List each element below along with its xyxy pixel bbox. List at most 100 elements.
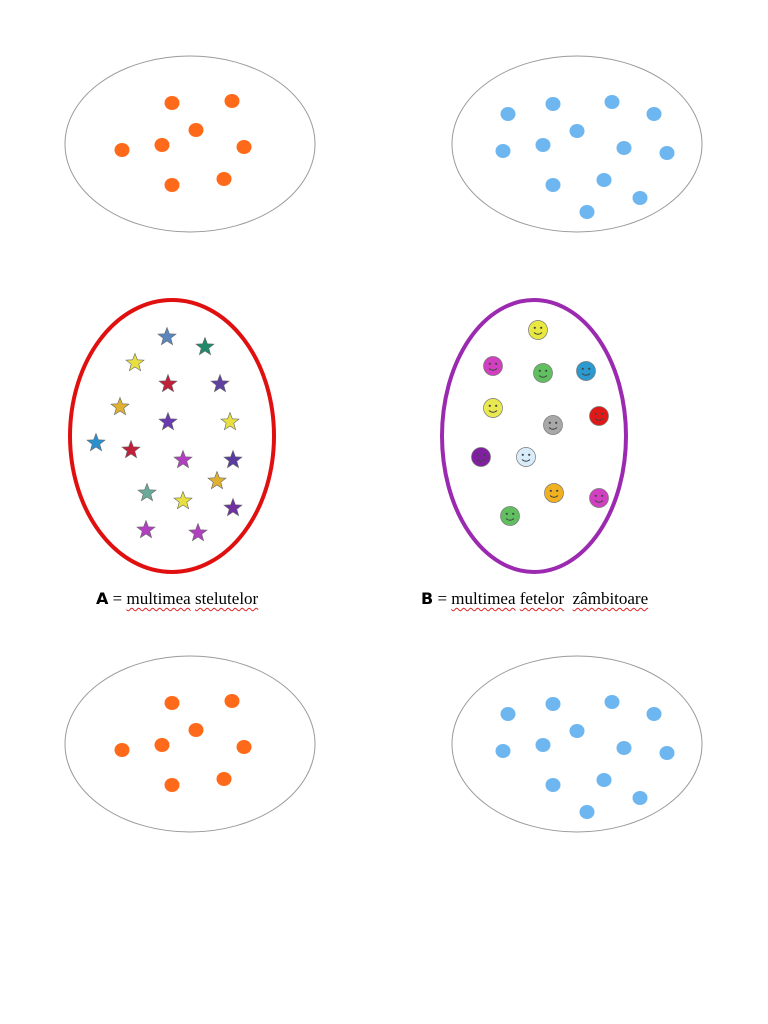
dot	[545, 178, 561, 192]
dot	[659, 746, 675, 760]
star-icon	[110, 396, 130, 416]
dot	[188, 723, 204, 737]
dot	[500, 707, 516, 721]
caption-b-word-2: fetelor	[519, 589, 565, 608]
star-icon	[173, 449, 193, 469]
smiley-face-icon	[589, 406, 609, 426]
dot	[596, 773, 612, 787]
dot	[535, 138, 551, 152]
smiley-face-icon	[528, 320, 548, 340]
equals-sign: =	[433, 589, 452, 608]
set-outline	[451, 55, 703, 233]
set-outline	[451, 655, 703, 833]
dot	[114, 743, 130, 757]
dot	[545, 697, 561, 711]
dot	[616, 741, 632, 755]
star-icon	[223, 497, 243, 517]
orange-dots	[114, 94, 252, 192]
star-icon	[121, 439, 141, 459]
smiley-faces	[471, 320, 609, 526]
dot	[535, 738, 551, 752]
caption-set-a: A = multimea stelutelor	[96, 589, 258, 609]
dot	[659, 146, 675, 160]
smiley-face-icon	[589, 488, 609, 508]
dot	[154, 738, 170, 752]
star-icon	[188, 522, 208, 542]
caption-b-word-1: multimea	[451, 589, 516, 608]
set-b-outline	[440, 298, 628, 574]
star-icon	[158, 373, 178, 393]
smiley-face-icon	[483, 398, 503, 418]
dot	[604, 95, 620, 109]
dot	[616, 141, 632, 155]
caption-a-word-2: stelutelor	[194, 589, 259, 608]
smiley-face-icon	[543, 415, 563, 435]
smiley-face-icon	[544, 483, 564, 503]
dot	[495, 744, 511, 758]
dot	[164, 178, 180, 192]
set-outline	[64, 655, 316, 833]
star-icon	[223, 449, 243, 469]
blue-dots-set-bottom	[451, 655, 703, 833]
star-icon	[157, 326, 177, 346]
set-a-stars	[68, 298, 276, 574]
smiley-face-icon	[533, 363, 553, 383]
smiley-face-icon	[500, 506, 520, 526]
star-icon	[158, 411, 178, 431]
dot	[604, 695, 620, 709]
blue-dots	[495, 695, 675, 819]
set-a-letter: A	[96, 589, 109, 608]
star-icon	[207, 470, 227, 490]
star-icon	[210, 373, 230, 393]
dot	[579, 805, 595, 819]
dot	[500, 107, 516, 121]
dot	[632, 191, 648, 205]
dot	[632, 791, 648, 805]
caption-set-b: B = multimea fetelor zâmbitoare	[421, 589, 648, 609]
dot	[164, 696, 180, 710]
star-icon	[173, 490, 193, 510]
dot	[646, 707, 662, 721]
set-a-outline	[68, 298, 276, 574]
dot	[236, 140, 252, 154]
star-icon	[220, 411, 240, 431]
set-outline	[64, 55, 316, 233]
star-icon	[125, 352, 145, 372]
star-icon	[195, 336, 215, 356]
star-icon	[137, 482, 157, 502]
star-icon	[136, 519, 156, 539]
caption-a-word-1: multimea	[126, 589, 191, 608]
dot	[579, 205, 595, 219]
smiley-face-icon	[516, 447, 536, 467]
dot	[224, 94, 240, 108]
star-icon	[86, 432, 106, 452]
dot	[646, 107, 662, 121]
dot	[154, 138, 170, 152]
dot	[569, 124, 585, 138]
dot	[545, 97, 561, 111]
dot	[188, 123, 204, 137]
dot	[114, 143, 130, 157]
dot	[216, 172, 232, 186]
dot	[224, 694, 240, 708]
blue-dots	[495, 95, 675, 219]
set-b-smiley-faces	[440, 298, 628, 574]
smiley-face-icon	[483, 356, 503, 376]
dot	[164, 96, 180, 110]
dot	[569, 724, 585, 738]
dot	[164, 778, 180, 792]
dot	[495, 144, 511, 158]
smiley-face-icon	[576, 361, 596, 381]
orange-dots-set-bottom	[64, 655, 316, 833]
stars	[86, 326, 243, 542]
equals-sign: =	[108, 589, 127, 608]
dot	[545, 778, 561, 792]
caption-b-word-3: zâmbitoare	[572, 589, 649, 608]
set-b-letter: B	[421, 589, 434, 608]
dot	[236, 740, 252, 754]
dot	[596, 173, 612, 187]
orange-dots-set-top	[64, 55, 316, 233]
orange-dots	[114, 694, 252, 792]
dot	[216, 772, 232, 786]
